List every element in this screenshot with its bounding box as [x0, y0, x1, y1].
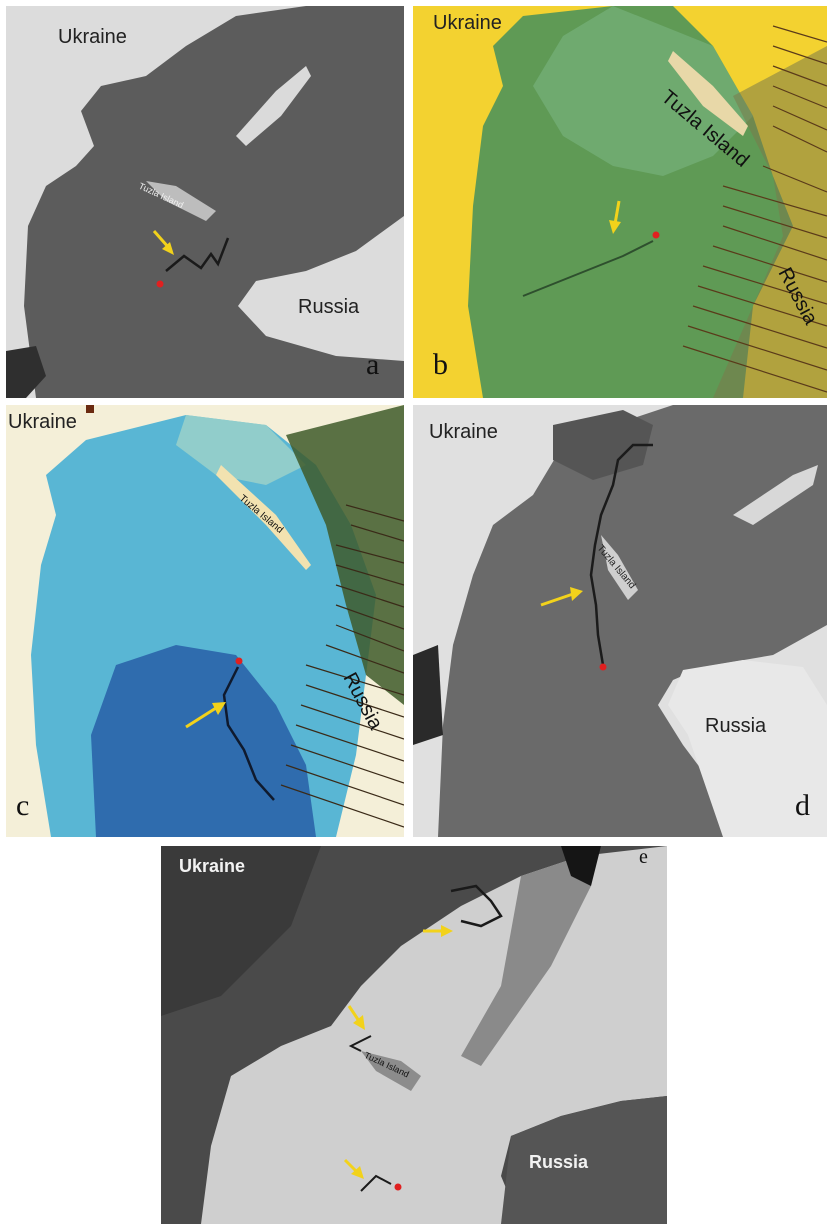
origin-marker — [235, 657, 243, 665]
arrow-icon — [423, 925, 453, 937]
arrow-icon — [347, 1005, 365, 1030]
origin-marker — [394, 1183, 402, 1191]
origin-marker — [652, 231, 660, 239]
panel-d-sar-image: Ukraine Tuzla Island Russia d — [413, 405, 827, 837]
arrow-icon — [185, 702, 226, 729]
ukraine-label: Ukraine — [8, 411, 77, 433]
ukraine-label: Ukraine — [433, 12, 502, 34]
panel-a-sar-image: Tuzla Island Ukraine Russia a — [6, 6, 404, 398]
origin-marker — [599, 663, 607, 671]
panel-b-optical-image: Ukraine Tuzla Island Russia b — [413, 6, 827, 398]
arrow-icon — [343, 1158, 364, 1179]
origin-marker — [156, 280, 164, 288]
arrow-icon — [609, 200, 621, 234]
arrow-icon — [540, 587, 583, 607]
arrow-icon — [152, 230, 174, 255]
panel-c-optical-image: Ukraine Tuzla Island Russia c — [6, 405, 404, 837]
russia-label: Russia — [298, 296, 360, 318]
ukraine-label: Ukraine — [58, 26, 127, 48]
russia-label: Russia — [529, 1152, 589, 1172]
ukraine-label: Ukraine — [429, 421, 498, 443]
russia-label: Russia — [705, 715, 767, 737]
panel-letter: b — [433, 348, 448, 381]
panel-e-sar-image: Ukraine Tuzla Island Russia e — [161, 846, 667, 1224]
panel-b-image — [413, 6, 827, 398]
panel-a-image: Tuzla Island — [6, 6, 404, 398]
ukraine-label: Ukraine — [179, 856, 246, 876]
panel-c-image — [6, 405, 404, 837]
panel-letter: c — [16, 789, 30, 822]
panel-letter: d — [795, 789, 810, 822]
panel-letter: e — [639, 846, 648, 868]
panel-e-image — [161, 846, 667, 1224]
panel-d-image — [413, 405, 827, 837]
panel-letter: a — [366, 348, 380, 381]
